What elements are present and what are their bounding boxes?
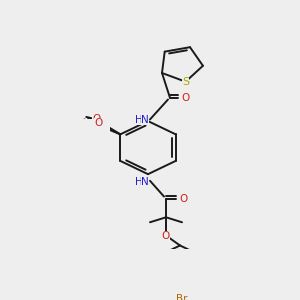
Text: N: N (141, 115, 149, 125)
Text: O: O (92, 114, 100, 124)
Text: Br: Br (176, 294, 188, 300)
Text: H: H (135, 178, 143, 188)
Text: N: N (141, 178, 149, 188)
Text: O: O (162, 230, 170, 241)
Text: O: O (92, 118, 100, 128)
Text: methoxy: methoxy (68, 120, 96, 125)
Text: O: O (180, 194, 188, 204)
Text: O: O (92, 118, 100, 128)
FancyBboxPatch shape (50, 118, 110, 134)
Text: S: S (182, 77, 189, 87)
Text: H: H (135, 115, 143, 125)
Text: O: O (182, 93, 190, 103)
Text: O: O (94, 118, 102, 128)
